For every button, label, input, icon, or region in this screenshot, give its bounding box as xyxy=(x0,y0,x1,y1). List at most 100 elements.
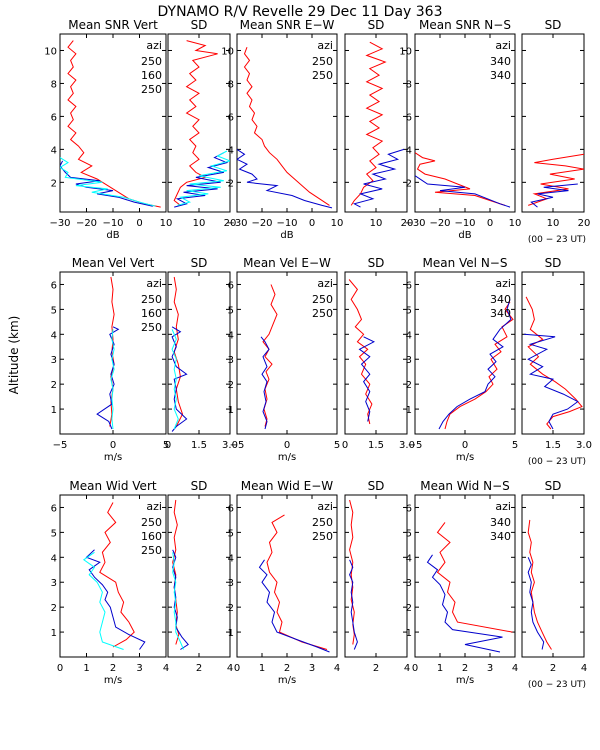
legend-entry: 250 xyxy=(141,516,162,529)
x-axis-label: m/s xyxy=(456,452,474,463)
x-axis-label: dB xyxy=(458,230,471,241)
series-group xyxy=(438,299,514,430)
x-tick-label: 4 xyxy=(512,663,518,674)
y-tick-label: 10 xyxy=(44,46,57,57)
y-tick-label: 4 xyxy=(406,330,412,341)
y-tick-label: 2 xyxy=(51,380,57,391)
panel-1: Mean SNR Vert 2 4 6 8 10 −30 −20 −10 0 10 dB azi 2501… xyxy=(44,18,172,241)
y-tick-label: 6 xyxy=(406,112,412,123)
series-group xyxy=(260,284,278,430)
x-tick-label: 1.5 xyxy=(545,440,561,451)
x-tick-label: 20 xyxy=(401,218,414,229)
x-tick-label: −10 xyxy=(454,218,475,229)
series-line-red xyxy=(525,296,583,430)
legend-entry: 340 xyxy=(490,307,511,320)
x-tick-label: −5 xyxy=(408,440,423,451)
legend-title: azi xyxy=(495,500,511,513)
y-tick-label: 4 xyxy=(228,553,234,564)
series-line-blue xyxy=(258,559,330,653)
series-group xyxy=(426,522,513,653)
x-tick-label: 4 xyxy=(404,663,410,674)
x-tick-label: 1 xyxy=(83,663,89,674)
x-tick-label: 3 xyxy=(309,663,315,674)
y-tick-label: 3 xyxy=(228,355,234,366)
y-tick-label: 2 xyxy=(51,178,57,189)
legend-entry: 250 xyxy=(312,293,333,306)
panel-title: SD xyxy=(191,479,208,493)
series-line-blue xyxy=(358,336,376,422)
y-tick-label: 5 xyxy=(51,528,57,539)
x-tick-label: 0 xyxy=(57,663,63,674)
y-tick-label: 5 xyxy=(406,528,412,539)
panel-title: SD xyxy=(191,256,208,270)
panel-title: Mean SNR N−S xyxy=(419,18,511,32)
y-tick-label: 1 xyxy=(51,405,57,416)
series-line-blue xyxy=(530,183,578,208)
y-tick-label: 10 xyxy=(221,46,234,57)
series-line-red xyxy=(528,153,584,206)
series-group xyxy=(82,502,146,650)
x-tick-label: −10 xyxy=(102,218,123,229)
x-tick-label: 1 xyxy=(437,663,443,674)
x-tick-label: 10 xyxy=(331,218,344,229)
series-line-red xyxy=(415,152,506,206)
series-group xyxy=(173,40,230,208)
series-line-cyan xyxy=(110,329,115,430)
series-line-blue xyxy=(85,549,146,650)
y-tick-label: 1 xyxy=(406,405,412,416)
x-tick-label: 3.0 xyxy=(222,440,238,451)
series-line-blue xyxy=(260,336,270,430)
x-tick-label: 0 xyxy=(165,440,171,451)
y-tick-label: 4 xyxy=(406,553,412,564)
x-tick-label: 4 xyxy=(163,663,169,674)
y-tick-label: 2 xyxy=(228,178,234,189)
panel-10: SD 0 1.5 3.0 xyxy=(342,256,415,451)
series-line-red xyxy=(348,279,373,425)
series-group xyxy=(172,499,189,650)
x-tick-label: 10 xyxy=(370,218,383,229)
series-group xyxy=(258,514,330,653)
x-tick-label: 10 xyxy=(193,218,206,229)
legend-entry: 250 xyxy=(141,321,162,334)
y-tick-label: 4 xyxy=(228,145,234,156)
legend-entry: 160 xyxy=(141,530,162,543)
y-tick-label: 2 xyxy=(228,603,234,614)
x-tick-label: −20 xyxy=(251,218,272,229)
panel-title: SD xyxy=(191,18,208,32)
x-axis-label: m/s xyxy=(456,675,474,686)
series-line-blue xyxy=(171,326,188,432)
y-tick-label: 4 xyxy=(228,330,234,341)
panel-title: SD xyxy=(545,18,562,32)
panel-frame xyxy=(344,271,408,435)
x-tick-label: 20 xyxy=(224,218,237,229)
x-tick-label: 2 xyxy=(550,663,556,674)
x-tick-label: 4 xyxy=(334,663,340,674)
series-line-blue xyxy=(352,148,405,208)
series-line-blue xyxy=(60,160,153,207)
x-tick-label: 10 xyxy=(547,218,560,229)
series-line-red xyxy=(350,41,387,206)
x-tick-label: −5 xyxy=(230,440,245,451)
figure-title: DYNAMO R/V Revelle 29 Dec 11 Day 363 xyxy=(158,4,443,20)
legend-entry: 250 xyxy=(312,307,333,320)
x-tick-label: 3.0 xyxy=(576,440,592,451)
y-tick-label: 3 xyxy=(51,578,57,589)
y-tick-label: 2 xyxy=(228,380,234,391)
panel-16: SD 2 4 xyxy=(344,479,410,674)
y-tick-label: 3 xyxy=(51,355,57,366)
x-tick-label: 1.5 xyxy=(368,440,384,451)
legend-entry: 340 xyxy=(490,293,511,306)
series-group xyxy=(415,152,511,208)
x-tick-label: 3.0 xyxy=(399,440,415,451)
x-tick-label: 0 xyxy=(342,440,348,451)
series-group xyxy=(524,296,583,430)
y-tick-label: 1 xyxy=(51,628,57,639)
legend-title: azi xyxy=(146,277,162,290)
x-tick-label: −30 xyxy=(404,218,425,229)
series-line-red xyxy=(436,522,513,633)
panel-8: SD 0 1.5 3.0 xyxy=(165,256,238,451)
panel-14: SD 2 4 xyxy=(167,479,233,674)
x-axis-label: m/s xyxy=(104,675,122,686)
